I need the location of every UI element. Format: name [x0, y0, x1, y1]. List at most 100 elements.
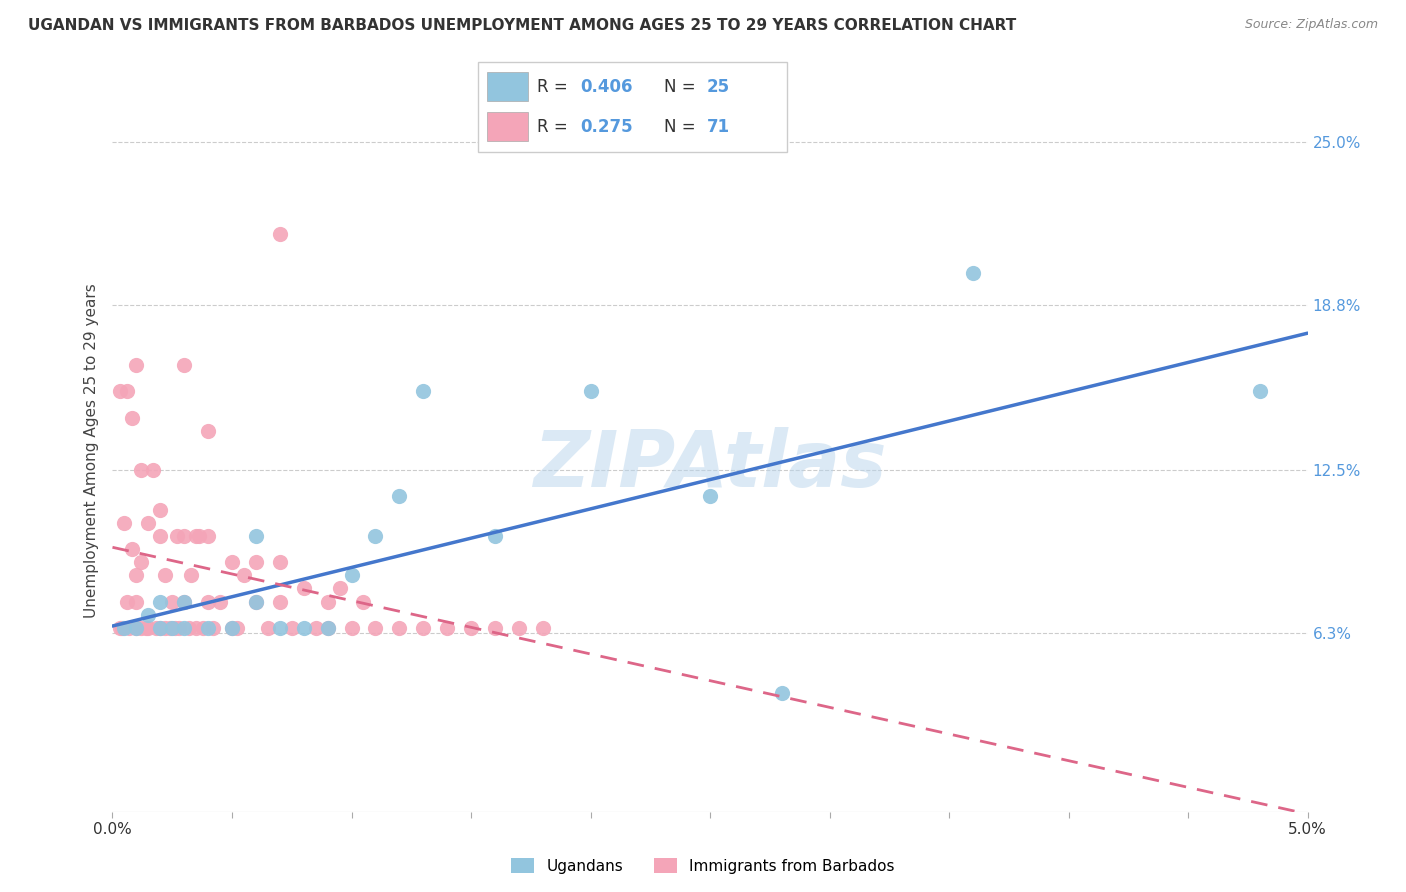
Point: [180, 568, 202, 582]
Point: [114, 516, 135, 530]
FancyBboxPatch shape: [488, 72, 527, 101]
Point: [197, 529, 219, 543]
Point: [962, 266, 984, 280]
Point: [329, 582, 352, 596]
Point: [460, 621, 482, 635]
Point: [221, 621, 243, 635]
Text: N =: N =: [664, 78, 700, 95]
Point: [129, 621, 152, 635]
Point: [197, 594, 219, 608]
Point: [316, 621, 339, 635]
Point: [187, 529, 209, 543]
FancyBboxPatch shape: [478, 62, 787, 152]
Point: [269, 227, 291, 241]
Text: Source: ZipAtlas.com: Source: ZipAtlas.com: [1244, 18, 1378, 31]
Point: [292, 621, 315, 635]
Point: [484, 621, 506, 635]
Point: [149, 529, 172, 543]
Point: [316, 594, 339, 608]
Point: [579, 384, 602, 399]
Point: [245, 594, 267, 608]
Point: [149, 502, 172, 516]
Text: 71: 71: [707, 118, 730, 136]
Point: [281, 621, 304, 635]
Legend: Ugandans, Immigrants from Barbados: Ugandans, Immigrants from Barbados: [505, 852, 901, 880]
Point: [225, 621, 247, 635]
Point: [245, 594, 267, 608]
Point: [149, 621, 172, 635]
Text: R =: R =: [537, 78, 572, 95]
Point: [233, 568, 256, 582]
Point: [269, 621, 291, 635]
Text: ZIPAtlas: ZIPAtlas: [533, 427, 887, 503]
Point: [484, 529, 506, 543]
Point: [316, 621, 339, 635]
Point: [142, 463, 165, 477]
Text: 25: 25: [707, 78, 730, 95]
Point: [340, 621, 363, 635]
Point: [114, 621, 135, 635]
Point: [162, 621, 183, 635]
Point: [221, 555, 243, 569]
Point: [153, 568, 176, 582]
Point: [305, 621, 328, 635]
Point: [162, 594, 183, 608]
Point: [163, 621, 186, 635]
Point: [508, 621, 530, 635]
Point: [770, 686, 793, 700]
Text: N =: N =: [664, 118, 700, 136]
FancyBboxPatch shape: [488, 112, 527, 141]
Point: [186, 621, 208, 635]
Point: [125, 594, 148, 608]
Point: [138, 607, 160, 622]
Point: [1249, 384, 1271, 399]
Point: [364, 621, 387, 635]
Point: [138, 621, 160, 635]
Point: [129, 463, 152, 477]
Point: [197, 621, 219, 635]
Point: [121, 541, 143, 556]
Point: [121, 410, 143, 425]
Y-axis label: Unemployment Among Ages 25 to 29 years: Unemployment Among Ages 25 to 29 years: [83, 283, 98, 618]
Text: 0.275: 0.275: [581, 118, 633, 136]
Point: [125, 358, 148, 372]
Point: [209, 594, 232, 608]
Point: [135, 621, 157, 635]
Point: [108, 621, 131, 635]
Point: [245, 529, 267, 543]
Point: [108, 384, 131, 399]
Point: [159, 621, 181, 635]
Point: [292, 582, 315, 596]
Point: [125, 568, 148, 582]
Point: [153, 621, 176, 635]
Point: [269, 555, 291, 569]
Point: [221, 621, 243, 635]
Point: [388, 490, 411, 504]
Point: [353, 594, 375, 608]
Point: [364, 529, 387, 543]
Point: [412, 384, 434, 399]
Point: [173, 621, 195, 635]
Point: [201, 621, 224, 635]
Point: [145, 621, 167, 635]
Point: [245, 555, 267, 569]
Text: 0.406: 0.406: [581, 78, 633, 95]
Text: UGANDAN VS IMMIGRANTS FROM BARBADOS UNEMPLOYMENT AMONG AGES 25 TO 29 YEARS CORRE: UGANDAN VS IMMIGRANTS FROM BARBADOS UNEM…: [28, 18, 1017, 33]
Point: [531, 621, 554, 635]
Point: [436, 621, 458, 635]
Point: [169, 621, 191, 635]
Point: [173, 529, 195, 543]
Point: [388, 621, 411, 635]
Point: [138, 516, 160, 530]
Point: [197, 424, 219, 438]
Point: [412, 621, 434, 635]
Point: [111, 621, 134, 635]
Point: [193, 621, 215, 635]
Point: [115, 384, 138, 399]
Point: [269, 594, 291, 608]
Point: [166, 529, 188, 543]
Point: [125, 621, 148, 635]
Point: [699, 490, 721, 504]
Point: [129, 555, 152, 569]
Point: [173, 594, 195, 608]
